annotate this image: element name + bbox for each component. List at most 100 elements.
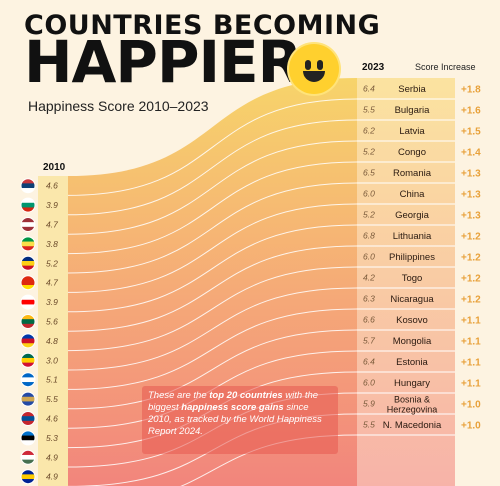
score-2023-label: 6.4: [363, 84, 375, 94]
score-2010-label: 4.9: [46, 472, 58, 482]
ribbon-curves: [67, 98, 455, 486]
ribbon-divider: [67, 308, 358, 390]
score-2010-label: 5.6: [46, 317, 58, 327]
increase-label: +1.0: [461, 421, 481, 432]
increase-label: +1.8: [461, 85, 481, 96]
country-label: N. Macedonia: [383, 420, 442, 431]
increase-header: Score Increase: [415, 62, 476, 72]
score-2023-label: 6.0: [363, 252, 375, 262]
increase-label: +1.5: [461, 127, 481, 138]
score-2023-label: 5.9: [363, 399, 375, 409]
column-2023: [357, 78, 455, 486]
note-bold1: top 20 countries: [209, 390, 283, 401]
flag-icon: [20, 217, 36, 232]
country-label: Latvia: [399, 126, 425, 137]
increase-label: +1.3: [461, 211, 481, 222]
score-2023-label: 5.2: [363, 210, 375, 220]
increase-label: +1.1: [461, 358, 481, 369]
increase-label: +1.2: [461, 232, 481, 243]
ribbon-divider: [67, 98, 358, 196]
row-labels: 4.6 6.4 Serbia +1.8 3.9 5.5 Bulgaria +1.6 4.7 6.2…: [46, 84, 481, 482]
country-label: Bosnia & Herzegovina: [387, 395, 438, 415]
subtitle: Happiness Score 2010–2023: [28, 98, 209, 114]
increase-label: +1.2: [461, 295, 481, 306]
score-2010-label: 4.9: [46, 452, 58, 462]
country-label: Mongolia: [393, 336, 432, 347]
score-2023-label: 6.8: [363, 231, 375, 241]
country-label: Philippines: [389, 252, 435, 263]
score-2010-label: 3.8: [46, 239, 58, 249]
score-2023-label: 6.2: [363, 126, 375, 136]
flag-icon: [20, 294, 36, 310]
year-label-2010: 2010: [43, 162, 66, 173]
flag-icon: [20, 255, 36, 271]
increase-label: +1.1: [461, 316, 481, 327]
note-bold2: happiness score gains: [181, 402, 284, 413]
score-2023-label: 6.5: [363, 168, 375, 178]
country-label: Georgia: [395, 210, 430, 221]
score-2023-label: 5.5: [363, 105, 375, 115]
flag-icon: [20, 469, 36, 485]
flag-icon: [20, 372, 36, 388]
note-part2: with the biggest: [148, 390, 319, 413]
score-2010-label: 5.3: [46, 433, 58, 443]
score-2010-label: 3.9: [46, 200, 58, 210]
increase-label: +1.3: [461, 190, 481, 201]
ribbon-divider: [67, 329, 358, 410]
increase-label: +1.2: [461, 274, 481, 285]
flag-icon: [20, 275, 36, 291]
country-label: Togo: [402, 273, 423, 284]
increase-label: +1.3: [461, 169, 481, 180]
flag-icon: [20, 333, 36, 349]
ribbon-divider: [67, 119, 358, 216]
score-2010-label: 5.5: [46, 394, 58, 404]
score-2023-label: 6.6: [363, 315, 375, 325]
flag-icon: [20, 314, 36, 329]
ribbon-divider: [67, 266, 358, 352]
country-label: Bulgaria: [395, 105, 431, 116]
smiley-face-icon: [289, 44, 339, 94]
score-2023-label: 6.4: [363, 357, 375, 367]
score-2010-label: 4.8: [46, 336, 58, 346]
title-line1: COUNTRIES BECOMING: [24, 10, 381, 41]
flag-icon: [20, 236, 36, 252]
score-2010-label: 3.0: [46, 355, 58, 365]
flag-icon: [20, 197, 36, 213]
flag-icon: [20, 352, 36, 368]
flag-icon: [20, 391, 36, 407]
country-label: Romania: [393, 168, 432, 179]
country-label: Estonia: [396, 357, 428, 368]
ribbon-divider: [67, 224, 358, 313]
score-2023-label: 4.2: [363, 273, 375, 283]
ribbon-divider: [67, 203, 358, 293]
country-label: Nicaragua: [390, 294, 434, 305]
country-label: China: [400, 189, 426, 200]
flag-icon: [20, 411, 36, 426]
column-2010: [38, 176, 68, 486]
country-label: Serbia: [398, 84, 426, 95]
score-2023-label: 5.2: [363, 147, 375, 157]
flag-icon: [20, 430, 36, 446]
year-label-2023: 2023: [362, 62, 385, 73]
ribbon-band: [68, 78, 357, 486]
score-2023-label: 6.3: [363, 294, 375, 304]
flag-icon: [20, 178, 36, 194]
ribbon-divider: [67, 287, 358, 371]
country-label: Hungary: [394, 378, 430, 389]
score-2023-label: 5.5: [363, 420, 375, 430]
increase-label: +1.1: [461, 337, 481, 348]
flag-icon: [20, 449, 36, 465]
ribbon-divider: [67, 245, 358, 332]
score-2010-label: 4.6: [46, 181, 58, 191]
increase-label: +1.1: [461, 379, 481, 390]
score-2010-label: 5.1: [46, 375, 58, 385]
score-2010-label: 4.6: [46, 414, 58, 424]
score-2010-label: 4.7: [46, 278, 58, 288]
ribbon-divider: [67, 182, 358, 274]
score-2023-label: 6.0: [363, 189, 375, 199]
country-label: Kosovo: [396, 315, 428, 326]
score-2010-label: 5.2: [46, 258, 58, 268]
country-label: Lithuania: [393, 231, 432, 242]
score-2023-label: 6.0: [363, 378, 375, 388]
